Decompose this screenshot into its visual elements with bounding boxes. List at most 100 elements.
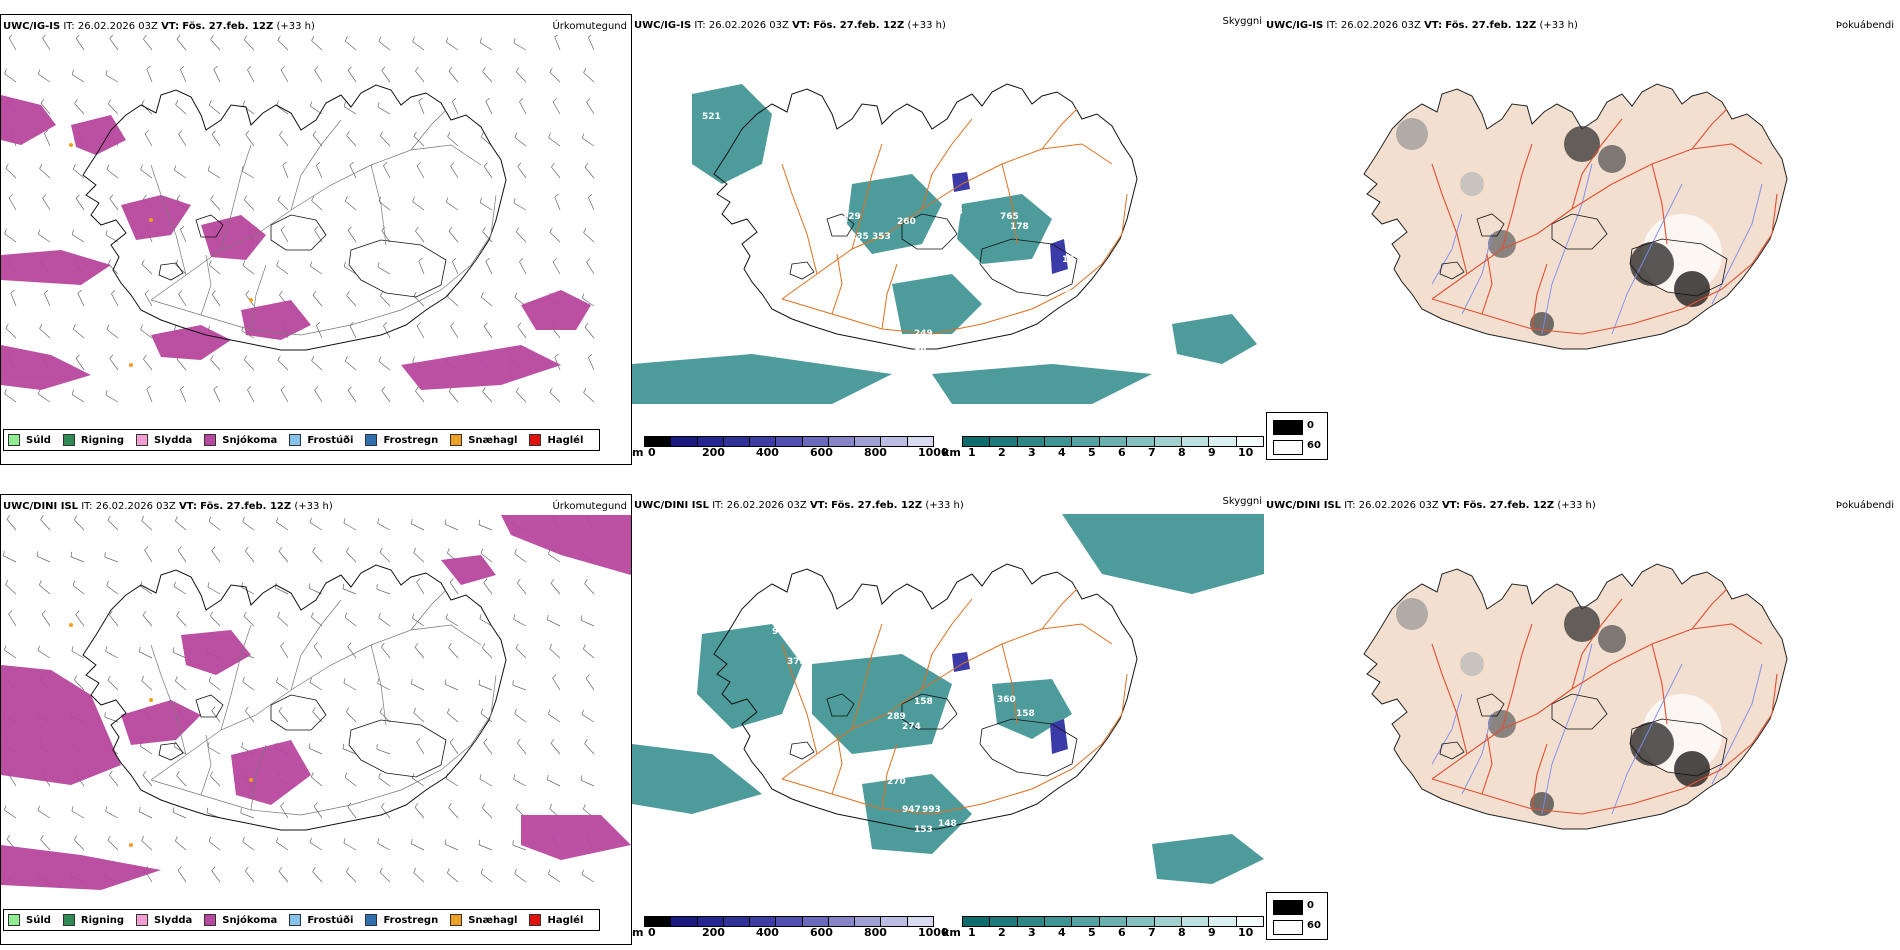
legend-label: Frostregn	[383, 434, 439, 446]
legend-label: Frostregn	[383, 914, 439, 926]
cloud-base-value-label: 260	[897, 217, 916, 227]
cloud-base-value-label: 270	[887, 777, 906, 787]
cloud-base-value-label: 148	[938, 819, 957, 829]
precip-type-panel-row1: UWC/IG-IS IT: 26.02.2026 03Z VT: Fös. 27…	[0, 14, 632, 465]
legend-label: Snæhagl	[468, 434, 518, 446]
cloud-base-panel-row1: UWC/IG-IS IT: 26.02.2026 03Z VT: Fös. 27…	[632, 14, 1264, 465]
cloud-base-value-label: 158	[914, 697, 933, 707]
visibility-tick-label: 9	[1208, 926, 1216, 939]
cloud-base-value-label: 15	[1062, 255, 1075, 265]
legend-item: Snjókoma	[204, 434, 277, 446]
visibility-tick-label: 2	[998, 926, 1006, 939]
fog-index-map	[1363, 83, 1788, 350]
panel-title: Þokuábendi	[1835, 500, 1894, 511]
visibility-tick-label: 2	[998, 446, 1006, 459]
cloud-base-value-label: 249	[914, 329, 933, 339]
cloud-base-value-label: 222	[847, 627, 866, 637]
legend-swatch	[365, 434, 378, 446]
legend-swatch	[289, 914, 302, 926]
cloud-base-value-label: 521	[702, 112, 721, 122]
panel-title: Skyggni	[1222, 16, 1262, 27]
precip-type-panel-row2: UWC/DINI ISL IT: 26.02.2026 03Z VT: Fös.…	[0, 494, 632, 945]
visibility-tick-label: 8	[1178, 446, 1186, 459]
panel-header: UWC/IG-IS IT: 26.02.2026 03Z VT: Fös. 27…	[634, 20, 946, 31]
visibility-tick-label: 4	[1058, 926, 1066, 939]
legend-item: Frostúði	[289, 434, 353, 446]
cloud-base-value-label: 235	[850, 232, 869, 242]
visibility-tick-label: 3	[1028, 446, 1036, 459]
visibility-tick-label: 9	[1208, 446, 1216, 459]
legend-swatch	[8, 914, 20, 926]
legend-item: Rigning	[62, 914, 125, 926]
height-tick-label: 0	[648, 926, 656, 939]
legend-swatch	[62, 914, 75, 926]
legend-label: Haglél	[547, 434, 584, 446]
height-tick-label: 600	[810, 926, 833, 939]
visibility-colorbar: km 1 2 3 4 5 6 7 8 9 10	[942, 436, 1264, 465]
fog-index-panel-row1: UWC/IG-IS IT: 26.02.2026 03Z VT: Fös. 27…	[1264, 14, 1900, 465]
height-tick-label: 400	[756, 446, 779, 459]
legend-label: Súld	[26, 434, 51, 446]
visibility-tick-label: 10	[1238, 446, 1254, 459]
cloud-base-value-label: 74	[937, 339, 950, 349]
legend-swatch	[136, 434, 149, 446]
height-tick-label: 1000	[918, 446, 949, 459]
fog-legend-label: 0	[1307, 900, 1314, 911]
legend-swatch	[136, 914, 149, 926]
visibility-tick-label: 4	[1058, 446, 1066, 459]
legend-label: Rigning	[80, 914, 125, 926]
legend-item: Haglél	[529, 914, 583, 926]
legend-label: Snjókoma	[222, 914, 278, 926]
panel-title: Skyggni	[1222, 496, 1262, 507]
cloud-base-value-label: 274	[902, 722, 921, 732]
cloud-base-value-label: 92	[962, 695, 975, 705]
legend-item: Rigning	[62, 434, 125, 446]
fog-legend-swatch	[1273, 420, 1303, 435]
cloud-base-value-label: 373	[787, 657, 806, 667]
legend-swatch	[204, 434, 217, 446]
height-tick-label: 800	[864, 926, 887, 939]
cloud-base-value-label: 808	[1157, 895, 1176, 905]
legend-item: Haglél	[529, 434, 583, 446]
legend-item: Snjókoma	[204, 914, 277, 926]
cloud-base-value-label: 765	[1000, 212, 1019, 222]
legend-label: Súld	[26, 914, 51, 926]
cloud-base-value-label: 96	[914, 345, 927, 355]
height-tick-label: 0	[648, 446, 656, 459]
legend-swatch	[204, 914, 217, 926]
panel-header: UWC/DINI ISL IT: 26.02.2026 03Z VT: Fös.…	[1266, 500, 1596, 511]
legend-label: Slydda	[154, 914, 193, 926]
precip-type-map	[1, 515, 631, 890]
legend-item: Súld	[8, 914, 51, 926]
legend-item: Snæhagl	[450, 914, 517, 926]
cloud-base-value-label: 360	[997, 695, 1016, 705]
legend-swatch	[289, 434, 302, 446]
panel-title: Úrkomutegund	[552, 501, 627, 512]
cloud-base-value-label: 129	[842, 212, 861, 222]
visibility-tick-label: 5	[1088, 446, 1096, 459]
visibility-colorbar: km 1 2 3 4 5 6 7 8 9 10	[942, 916, 1264, 945]
legend-swatch	[62, 434, 75, 446]
panel-header: UWC/IG-IS IT: 26.02.2026 03Z VT: Fös. 27…	[1266, 20, 1578, 31]
visibility-tick-label: 1	[968, 446, 976, 459]
fog-legend-label: 0	[1307, 420, 1314, 431]
legend-swatch	[8, 434, 20, 446]
visibility-tick-label: 7	[1148, 446, 1156, 459]
height-tick-label: 200	[702, 446, 725, 459]
height-colorbar: m 0 200 400 600 800 1000	[632, 436, 949, 465]
precip-type-legend: Súld Rigning Slydda Snjókoma Frostúði Frostre…	[3, 909, 601, 931]
cloud-base-value-label: 947	[902, 805, 921, 815]
legend-label: Snjókoma	[222, 434, 278, 446]
cloud-base-value-label: 353	[872, 232, 891, 242]
cloud-base-value-label: 911	[782, 147, 801, 157]
cloud-base-value-label: 868	[800, 732, 819, 742]
legend-item: Slydda	[136, 914, 192, 926]
legend-label: Rigning	[80, 434, 125, 446]
legend-label: Slydda	[154, 434, 193, 446]
visibility-tick-label: 7	[1148, 926, 1156, 939]
cloud-base-value-label: 993	[922, 805, 941, 815]
cloud-base-panel-row2: UWC/DINI ISL IT: 26.02.2026 03Z VT: Fös.…	[632, 494, 1264, 945]
legend-item: Frostregn	[365, 914, 438, 926]
visibility-tick-label: 6	[1118, 446, 1126, 459]
fog-index-panel-row2: UWC/DINI ISL IT: 26.02.2026 03Z VT: Fös.…	[1264, 494, 1900, 945]
